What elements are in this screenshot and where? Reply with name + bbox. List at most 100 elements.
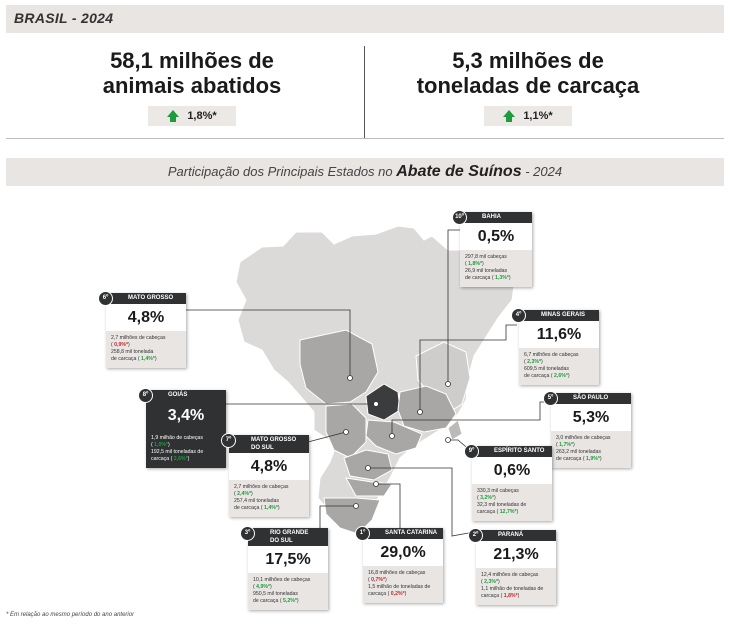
card-pr-info: 12,4 milhões de cabeças ( 2,3%*) 1,1 mil… <box>476 568 556 605</box>
leader-ms <box>307 431 347 443</box>
up-arrow-icon <box>503 110 516 122</box>
card-rs-line3: de carcaça <box>253 598 279 604</box>
card-goias: 8º GOIÁS 3,4% 1,9 milhão de cabeças ( 1,0… <box>138 388 226 468</box>
card-es-line1: 330,3 mil cabeças <box>477 488 519 494</box>
card-sp-header: 5º SÃO PAULO <box>543 391 631 406</box>
card-goias-name: GOIÁS <box>168 392 188 398</box>
leader-lines <box>184 229 551 537</box>
card-minas-header: 4º MINAS GERAIS <box>511 308 599 323</box>
card-goias-line1: 1,9 milhão de cabeças <box>151 435 203 441</box>
card-sc-header: 1º SANTA CATARINA <box>355 526 443 541</box>
card-pr-name: PARANÁ <box>498 532 524 538</box>
card-sc-var1: 0,7%* <box>371 577 386 583</box>
card-rs-line2: 950,5 mil toneladas <box>253 591 298 597</box>
card-bahia-info: 297,8 mil cabeças ( 1,8%*) 26,9 mil tone… <box>460 250 532 287</box>
kpi-divider <box>364 46 365 138</box>
footnote: * Em relação ao mesmo período do ano ant… <box>6 612 135 618</box>
kpi-animals-delta-value: 1,8%* <box>187 110 217 122</box>
card-mt-var2: 1,4%* <box>141 356 155 362</box>
kpi-carcass-delta-value: 1,1%* <box>523 110 553 122</box>
card-es-info: 330,3 mil cabeças ( 3,2%*) 32,3 mil tone… <box>472 484 552 521</box>
leader-pr <box>368 467 475 537</box>
card-pr-var1: 2,3%* <box>484 579 499 585</box>
card-pr-line3: carcaça <box>481 593 500 599</box>
kpi-carcass-delta: 1,1%* <box>484 106 572 126</box>
card-sp-name: SÃO PAULO <box>573 395 609 401</box>
leader-rs <box>319 505 356 530</box>
card-parana: 2º PARANÁ 21,3% 12,4 milhões de cabeças (… <box>468 528 556 605</box>
card-mt-pct: 4,8% <box>127 309 165 326</box>
card-sc-line2: 1,5 milhão de toneladas de <box>368 584 431 590</box>
card-rs-name: RIO GRANDE <box>270 530 309 536</box>
card-sc-name: SANTA CATARINA <box>385 530 438 536</box>
card-ms-var1: 2,4%* <box>237 491 252 497</box>
kpi-animals: 58,1 milhões de animais abatidos 1,8%* <box>22 48 362 126</box>
card-minas-info: 6,7 milhões de cabeças ( 2,3%*) 609,5 mi… <box>519 348 599 385</box>
card-rs-header: 3º RIO GRANDE DO SUL <box>240 526 328 546</box>
kpi-animals-delta: 1,8%* <box>148 106 236 126</box>
card-sc-info: 16,8 milhões de cabeças ( 0,7%*) 1,5 mil… <box>363 566 443 603</box>
card-rs-info: 10,1 milhões de cabeças ( 4,9%*) 950,5 m… <box>248 573 328 610</box>
card-mt-line2: 258,8 mil tonelada <box>111 349 154 355</box>
brazil-outline <box>235 225 515 533</box>
up-arrow-icon <box>167 110 180 122</box>
card-minas-line2: 609,5 mil toneladas <box>524 366 569 372</box>
card-mt-rank: 6º <box>98 291 113 306</box>
card-rs-pct: 17,5% <box>265 551 311 568</box>
card-pr-line2: 1,1 milhão de toneladas de <box>481 586 544 592</box>
card-bahia-pct: 0,5% <box>477 228 515 245</box>
header-bar: BRASIL - 2024 <box>6 5 724 33</box>
card-minas-rank: 4º <box>511 308 526 323</box>
card-mato-grosso: 6º MATO GROSSO 4,8% 2,7 milhões de cabeça… <box>98 291 186 368</box>
card-ms-rank: 7º <box>221 433 236 448</box>
card-pr-pct: 21,3% <box>493 546 539 563</box>
map-bahia <box>415 341 471 415</box>
card-bahia-line3: de carcaça <box>465 275 491 281</box>
card-sc-rank: 1º <box>355 526 370 541</box>
card-rs-name2: DO SUL <box>270 538 293 544</box>
card-sp-line3: de carcaça <box>556 456 582 462</box>
card-ms-pct: 4,8% <box>250 458 288 475</box>
card-minas-line1: 6,7 milhões de cabeças <box>524 352 579 358</box>
leader-sc <box>376 483 401 530</box>
card-goias-rank: 8º <box>138 388 153 403</box>
card-sp-var2: 1,9%* <box>586 456 600 462</box>
card-ms-line2: 257,4 mil toneladas <box>234 498 279 504</box>
kpi-carcass: 5,3 milhões de toneladas de carcaça 1,1%… <box>358 48 698 126</box>
map-espirito-santo <box>447 419 463 441</box>
card-sao-paulo: 5º SÃO PAULO 5,3% 3,0 milhões de cabeças … <box>543 391 631 468</box>
card-sc-line3: carcaça <box>368 591 387 597</box>
kpi-carcass-line1: 5,3 milhões de <box>452 48 604 73</box>
card-minas: 4º MINAS GERAIS 11,6% 6,7 milhões de cabe… <box>511 308 599 385</box>
card-es-line2: 32,3 mil toneladas de <box>477 502 527 508</box>
card-mt-info: 2,7 milhões de cabeças ( 0,9%*) 258,8 mi… <box>106 331 186 368</box>
card-es-pct: 0,6% <box>493 462 531 479</box>
card-goias-line3: carcaça <box>151 456 170 462</box>
card-es-name: ESPÍRITO SANTO <box>494 448 545 454</box>
card-sp-info: 3,0 milhões de cabeças ( 1,7%*) 263,2 mi… <box>551 431 631 468</box>
leader-dots <box>343 375 451 509</box>
card-ms-header: 7º MATO GROSSO DO SUL <box>221 433 309 453</box>
card-mato-grosso-do-sul: 7º MATO GROSSO DO SUL 4,8% 2,7 milhões de … <box>221 433 309 517</box>
card-bahia-var1: 1,8%* <box>468 261 483 267</box>
card-bahia-line1: 297,8 mil cabeças <box>465 254 507 260</box>
card-pr-var2: 1,8%* <box>503 593 518 599</box>
kpi-carcass-line2: toneladas de carcaça <box>416 73 640 98</box>
card-ms-line3: de carcaça <box>234 505 260 511</box>
card-sc-pct: 29,0% <box>380 544 426 561</box>
map-santa-catarina <box>345 477 393 497</box>
subtitle-bold: Abate de Suínos <box>396 163 522 180</box>
card-minas-line3: de carcaça <box>524 373 550 379</box>
card-mt-line1: 2,7 milhões de cabeças <box>111 335 166 341</box>
card-goias-pct: 3,4% <box>146 401 226 431</box>
leader-bahia <box>447 229 460 384</box>
subtitle-suffix: - 2024 <box>521 164 563 179</box>
map-minas-gerais <box>397 385 457 433</box>
card-minas-var2: 2,6%* <box>554 373 568 379</box>
card-goias-var1: 1,0%* <box>154 442 169 448</box>
card-rs-line1: 10,1 milhões de cabeças <box>253 577 311 583</box>
card-espirito-santo: 9º ESPÍRITO SANTO 0,6% 330,3 mil cabeças … <box>464 444 552 521</box>
leader-mt <box>184 309 351 378</box>
card-es-var2: 12,7%* <box>499 509 517 515</box>
